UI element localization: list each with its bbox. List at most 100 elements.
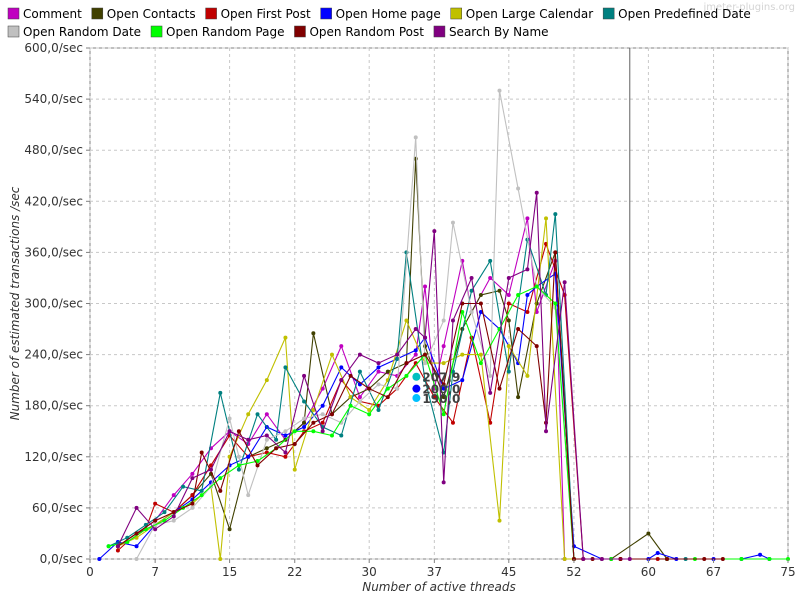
data-point-open-random-post [329, 412, 334, 417]
data-point-open-random-page [404, 373, 409, 378]
data-point-open-random-page [218, 476, 223, 481]
data-point-open-large-calendar [283, 335, 288, 340]
data-point-open-random-date [516, 186, 521, 191]
data-point-open-random-date [395, 386, 400, 391]
cluster-value-label: 200,0 [422, 383, 460, 397]
data-point-open-random-page [767, 557, 772, 561]
data-point-open-random-page [460, 310, 465, 315]
data-point-open-contacts [497, 288, 502, 293]
data-point-open-predefined-date [181, 484, 186, 489]
legend[interactable]: Comment Open Contacts Open First Post Open … [7, 7, 751, 39]
data-point-open-predefined-date [395, 356, 400, 361]
x-tick-label: 15 [222, 565, 237, 579]
x-tick-label: 45 [501, 565, 516, 579]
data-point-open-contacts [441, 395, 446, 400]
data-point-open-home-page [339, 365, 344, 370]
data-point-search-by-name [246, 437, 251, 442]
y-axis-title: Number of estimated transactions /sec [8, 186, 22, 420]
legend-label: Search By Name [449, 25, 549, 39]
data-point-open-random-post [516, 327, 521, 332]
data-point-open-random-post [534, 344, 539, 349]
data-point-open-large-calendar [246, 412, 251, 417]
data-point-search-by-name [599, 557, 604, 561]
data-point-open-random-page [553, 301, 558, 306]
data-point-open-large-calendar [404, 318, 409, 323]
x-tick-label: 67 [706, 565, 721, 579]
data-point-open-large-calendar [367, 407, 372, 412]
data-point-search-by-name [153, 527, 158, 532]
data-point-open-large-calendar [460, 352, 465, 357]
data-point-open-first-post [115, 548, 120, 553]
series-line-open-random-date [136, 90, 602, 560]
data-point-comment [525, 216, 530, 221]
data-point-open-random-date [320, 412, 325, 417]
legend-item-open-predefined-date[interactable]: Open Predefined Date [602, 7, 751, 21]
legend-item-search-by-name[interactable]: Search By Name [433, 25, 549, 39]
series-search-by-name [115, 190, 632, 561]
data-point-open-random-post [255, 463, 260, 468]
data-point-open-large-calendar [264, 378, 269, 383]
data-point-open-random-date [171, 518, 176, 523]
data-point-search-by-name [423, 335, 428, 340]
data-point-search-by-name [115, 544, 120, 549]
data-point-search-by-name [134, 505, 139, 510]
data-point-open-contacts [385, 369, 390, 374]
data-point-search-by-name [208, 467, 213, 472]
data-point-open-predefined-date [339, 433, 344, 438]
legend-item-open-first-post[interactable]: Open First Post [205, 7, 311, 21]
data-point-open-predefined-date [162, 510, 167, 515]
data-point-open-predefined-date [302, 399, 307, 404]
legend-item-open-random-post[interactable]: Open Random Post [294, 25, 424, 39]
data-point-open-random-post [441, 382, 446, 387]
legend-item-open-home-page[interactable]: Open Home page [320, 7, 441, 21]
data-point-open-first-post [432, 395, 437, 400]
legend-swatch [7, 25, 20, 38]
y-tick-label: 300,0/sec [24, 297, 83, 311]
data-point-search-by-name [627, 557, 632, 561]
data-point-open-random-date [423, 361, 428, 366]
data-point-search-by-name [562, 280, 567, 285]
data-point-open-random-date [190, 505, 195, 510]
data-point-open-random-date [450, 220, 455, 225]
data-point-open-random-date [264, 437, 269, 442]
data-point-open-contacts [423, 344, 428, 349]
data-point-open-random-date [134, 557, 139, 561]
data-point-open-random-date [227, 416, 232, 421]
data-point-open-contacts [311, 331, 316, 336]
data-point-open-home-page [460, 378, 465, 383]
legend-item-open-large-calendar[interactable]: Open Large Calendar [450, 7, 593, 21]
data-point-search-by-name [450, 318, 455, 323]
data-point-open-random-post [702, 557, 707, 561]
legend-swatch [602, 7, 615, 20]
data-point-open-random-post [153, 518, 158, 523]
legend-item-open-random-page[interactable]: Open Random Page [150, 25, 284, 39]
legend-item-comment[interactable]: Comment [7, 7, 82, 21]
data-point-open-random-post [553, 250, 558, 255]
data-point-open-large-calendar [441, 361, 446, 366]
legend-item-open-random-date[interactable]: Open Random Date [7, 25, 141, 39]
legend-item-open-contacts[interactable]: Open Contacts [91, 7, 196, 21]
data-point-search-by-name [488, 390, 493, 395]
data-point-open-random-post [199, 450, 204, 455]
series-line-open-random-post [117, 252, 723, 560]
data-point-open-home-page [758, 552, 763, 557]
legend-label: Open Large Calendar [466, 7, 593, 21]
data-point-open-random-post [423, 352, 428, 357]
data-point-open-first-post [283, 454, 288, 459]
data-point-open-contacts [302, 420, 307, 425]
data-point-open-random-page [516, 292, 521, 297]
data-point-open-large-calendar [525, 373, 530, 378]
x-tick-label: 7 [151, 565, 159, 579]
data-point-open-predefined-date [255, 412, 260, 417]
data-point-open-first-post [506, 301, 511, 306]
data-point-open-home-page [655, 551, 660, 556]
data-point-open-random-page [385, 386, 390, 391]
series-open-random-post [115, 250, 725, 561]
data-point-open-contacts [516, 395, 521, 400]
data-point-open-random-date [302, 416, 307, 421]
data-point-open-large-calendar [478, 352, 483, 357]
data-point-open-random-page [739, 557, 744, 561]
data-point-open-large-calendar [544, 216, 549, 221]
